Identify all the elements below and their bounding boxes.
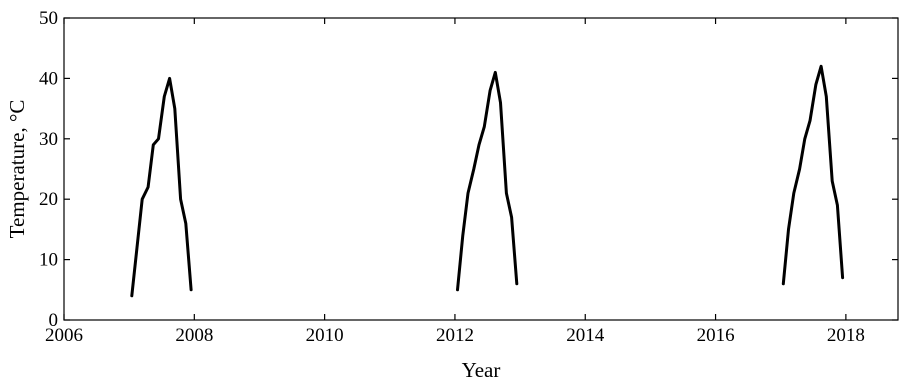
y-tick-label: 10 [39, 250, 58, 271]
y-tick-label: 40 [39, 68, 58, 89]
plot-frame [63, 17, 899, 321]
x-tick-label: 2018 [827, 325, 865, 346]
y-tick-label: 0 [49, 310, 59, 331]
x-tick-label: 2016 [697, 325, 735, 346]
x-tick-label: 2014 [566, 325, 605, 346]
y-tick-label: 20 [39, 189, 58, 210]
series-line-segment [130, 76, 193, 298]
x-axis-label: Year [462, 358, 501, 381]
series-layer [130, 64, 845, 298]
y-axis-ticks: 0 10 20 30 40 50 [39, 8, 898, 331]
x-axis-ticks: 2006 2008 2010 2012 2014 2016 2018 [45, 18, 865, 346]
x-tick-label: 2012 [436, 325, 474, 346]
x-tick-label: 2006 [45, 325, 83, 346]
y-tick-label: 30 [39, 129, 58, 150]
y-axis-label: Temperature, °C [5, 100, 29, 239]
x-tick-label: 2008 [175, 325, 213, 346]
y-tick-label: 50 [39, 8, 58, 29]
x-tick-label: 2010 [306, 325, 344, 346]
series-line-segment [781, 64, 845, 286]
series-line-segment [456, 70, 519, 292]
